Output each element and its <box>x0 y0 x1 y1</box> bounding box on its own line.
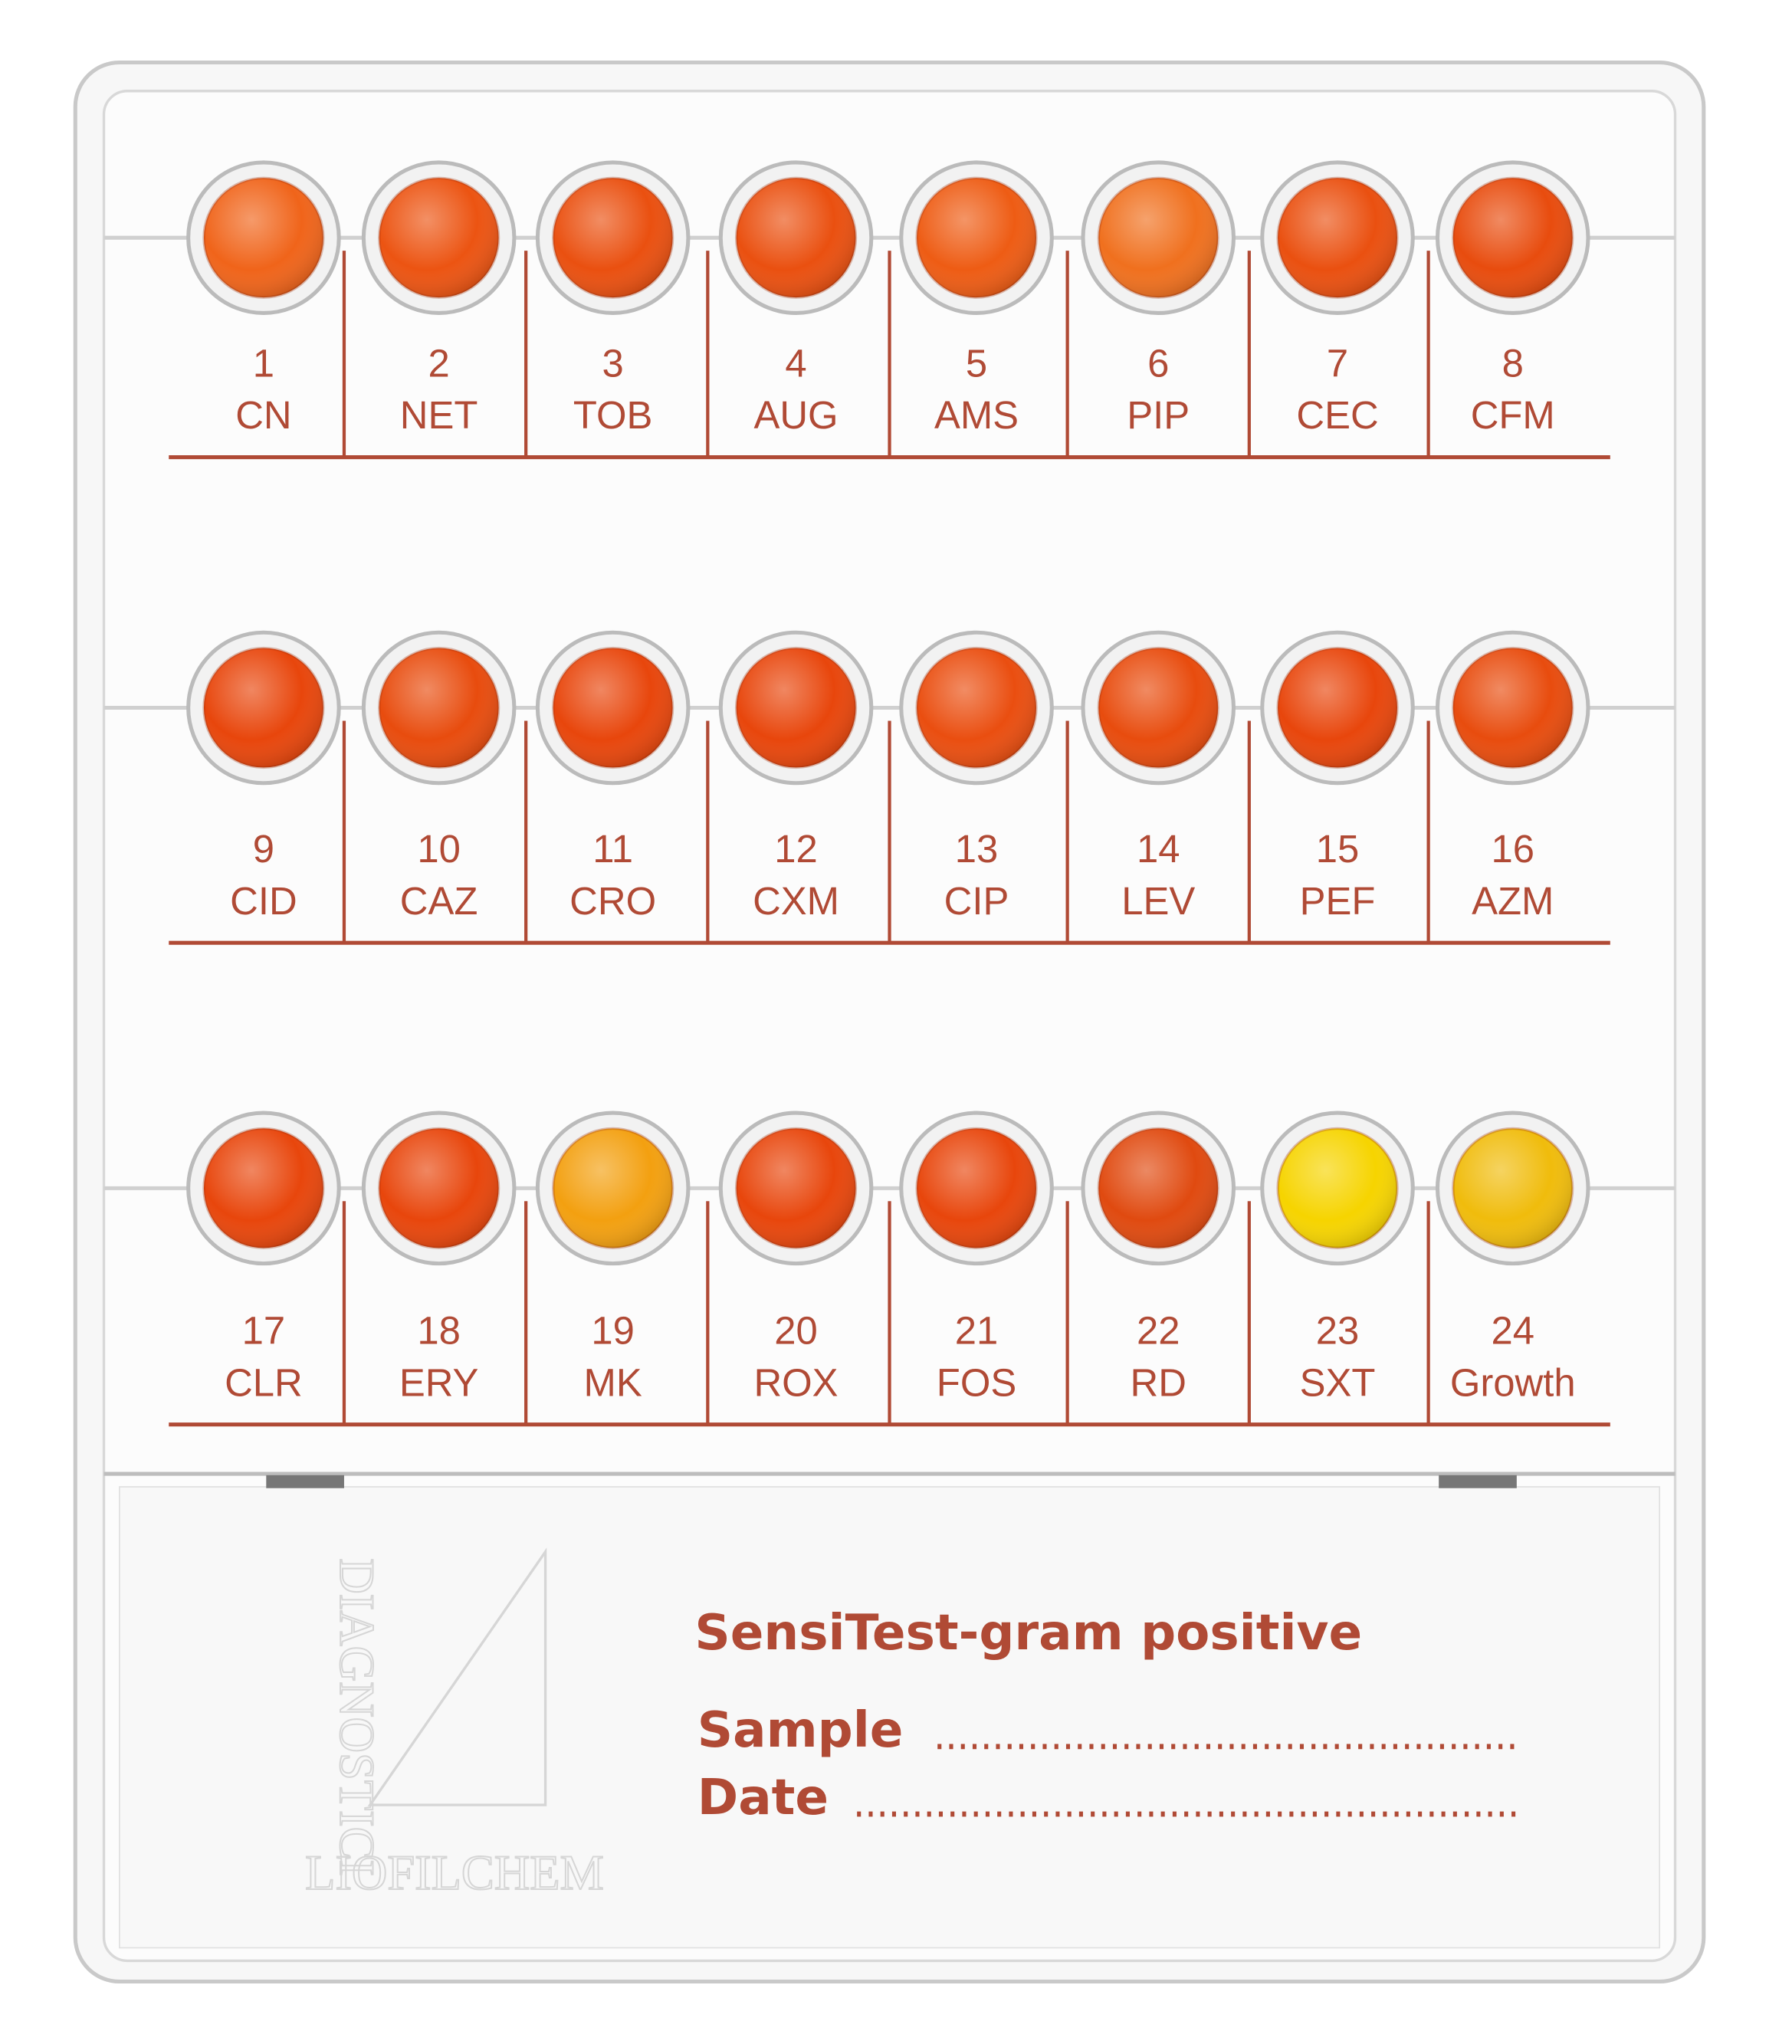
well-shine <box>379 1128 499 1248</box>
well-code: Growth <box>1450 1360 1576 1404</box>
well-code: CFM <box>1471 393 1555 437</box>
well-shine <box>736 1128 856 1248</box>
well-shine <box>379 178 499 298</box>
date-label: Date <box>697 1769 829 1826</box>
wells: 1 CN 2 NET 3 TOB 4 AUG 5 AMS 6 PIP 7 CEC 8 CFM 9 CID 10 CAZ… <box>103 160 1675 1427</box>
well-number: 2 <box>428 341 450 385</box>
well-code: MK <box>584 1360 642 1404</box>
well-shine <box>203 648 323 768</box>
well-number: 17 <box>242 1309 286 1353</box>
well-code: FOS <box>937 1360 1016 1404</box>
well-shine <box>917 1128 1036 1248</box>
well-code: AZM <box>1472 879 1554 923</box>
well-number: 15 <box>1316 827 1360 871</box>
well-code: NET <box>400 393 478 437</box>
well-shine <box>1098 648 1219 768</box>
title: SensiTest-gram positive <box>694 1604 1362 1662</box>
well-shine <box>736 648 856 768</box>
well-shine <box>1098 178 1219 298</box>
well-number: 6 <box>1147 341 1169 385</box>
well-code: CN <box>235 393 291 437</box>
well-shine <box>1278 1128 1397 1248</box>
well-shine <box>917 648 1036 768</box>
clip <box>1439 1475 1517 1488</box>
well-shine <box>917 178 1036 298</box>
well-number: 21 <box>955 1309 999 1353</box>
well-shine <box>1452 648 1573 768</box>
well-code: SXT <box>1300 1360 1376 1404</box>
well-number: 9 <box>253 827 274 871</box>
well-number: 7 <box>1327 341 1348 385</box>
well-code: CLR <box>225 1360 303 1404</box>
well-code: CRO <box>569 879 656 923</box>
well-number: 11 <box>592 827 633 871</box>
well-code: AMS <box>934 393 1019 437</box>
well-shine <box>379 648 499 768</box>
clip <box>266 1475 344 1488</box>
well-number: 3 <box>602 341 624 385</box>
well-shine <box>1452 178 1573 298</box>
well-code: PIP <box>1127 393 1190 437</box>
well-code: CIP <box>944 879 1009 923</box>
well-code: LEV <box>1121 879 1195 923</box>
well-number: 23 <box>1316 1309 1360 1353</box>
logo-brand: LIOFILCHEM <box>305 1846 604 1900</box>
well-shine <box>553 648 673 768</box>
well-shine <box>1452 1128 1573 1248</box>
well-code: CAZ <box>400 879 478 923</box>
well-shine <box>553 178 673 298</box>
well-shine <box>1098 1128 1219 1248</box>
well-code: PEF <box>1300 879 1376 923</box>
logo-line: DIAGNOSTICI <box>330 1558 384 1876</box>
well-code: CID <box>230 879 297 923</box>
label-panel <box>119 1486 1661 1949</box>
well-number: 18 <box>417 1309 461 1353</box>
sample-label: Sample <box>697 1701 904 1759</box>
well-number: 16 <box>1491 827 1534 871</box>
logo-mark <box>367 1547 547 1806</box>
well-number: 8 <box>1502 341 1524 385</box>
well-number: 24 <box>1491 1309 1534 1353</box>
well-shine <box>1278 648 1397 768</box>
well-shine <box>1278 178 1397 298</box>
well-number: 20 <box>774 1309 818 1353</box>
well-code: CXM <box>753 879 839 923</box>
well-number: 22 <box>1137 1309 1180 1353</box>
well-number: 10 <box>417 827 461 871</box>
well-code: TOB <box>573 393 653 437</box>
well-code: ERY <box>399 1360 479 1404</box>
well-number: 13 <box>955 827 999 871</box>
well-number: 4 <box>785 341 806 385</box>
well-code: RD <box>1131 1360 1186 1404</box>
well-shine <box>553 1128 673 1248</box>
well-code: AUG <box>753 393 838 437</box>
well-number: 14 <box>1137 827 1180 871</box>
well-shine <box>203 178 323 298</box>
well-number: 12 <box>774 827 818 871</box>
well-number: 5 <box>966 341 987 385</box>
well-number: 1 <box>253 341 274 385</box>
well-number: 19 <box>591 1309 635 1353</box>
well-shine <box>203 1128 323 1248</box>
well-code: CEC <box>1296 393 1378 437</box>
well-code: ROX <box>753 1360 838 1404</box>
well-shine <box>736 178 856 298</box>
